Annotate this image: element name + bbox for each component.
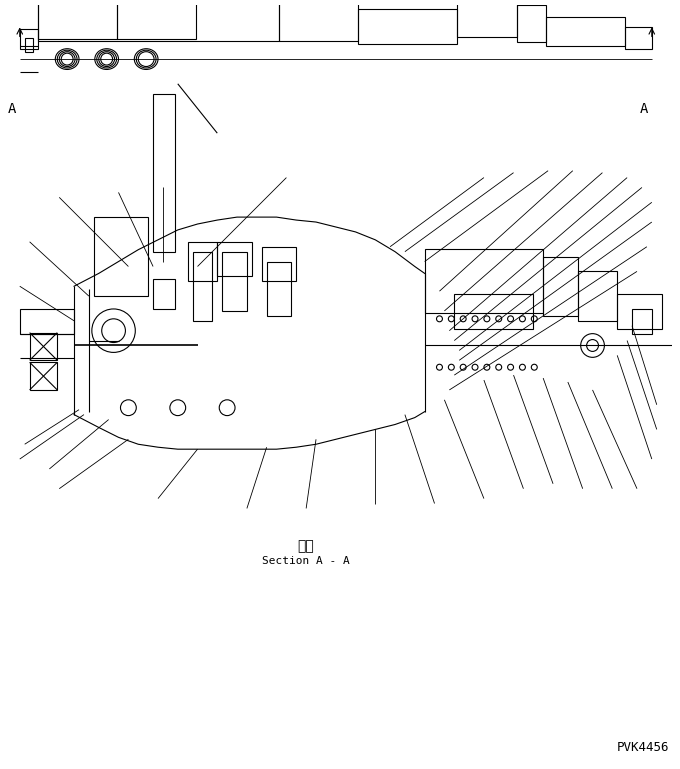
Bar	[222, 251, 247, 311]
Bar	[30, 333, 57, 361]
Bar	[218, 241, 252, 276]
Bar	[617, 294, 662, 328]
Text: Section A - A: Section A - A	[262, 556, 350, 566]
Bar	[188, 241, 218, 281]
Bar	[279, 0, 358, 42]
Bar	[192, 251, 212, 321]
Text: A: A	[640, 102, 648, 116]
Text: A: A	[8, 102, 16, 116]
Bar	[94, 217, 148, 296]
Bar	[153, 279, 175, 309]
Bar	[153, 94, 175, 251]
Bar	[543, 257, 578, 316]
Bar	[37, 0, 116, 39]
Bar	[262, 247, 296, 281]
Bar	[517, 5, 546, 42]
Bar	[546, 17, 625, 46]
Bar	[578, 271, 617, 321]
Bar	[625, 28, 652, 49]
Bar	[424, 248, 543, 313]
Bar	[454, 294, 533, 328]
Bar	[37, 0, 279, 42]
Text: PVK4456: PVK4456	[617, 741, 670, 754]
Bar	[24, 38, 33, 52]
Bar	[116, 0, 196, 39]
Text: 断面: 断面	[298, 539, 315, 553]
Bar	[20, 29, 37, 49]
Bar	[30, 362, 57, 390]
Bar	[457, 0, 517, 38]
Bar	[20, 309, 74, 334]
Bar	[267, 261, 291, 316]
Bar	[358, 8, 457, 45]
Bar	[632, 309, 652, 334]
